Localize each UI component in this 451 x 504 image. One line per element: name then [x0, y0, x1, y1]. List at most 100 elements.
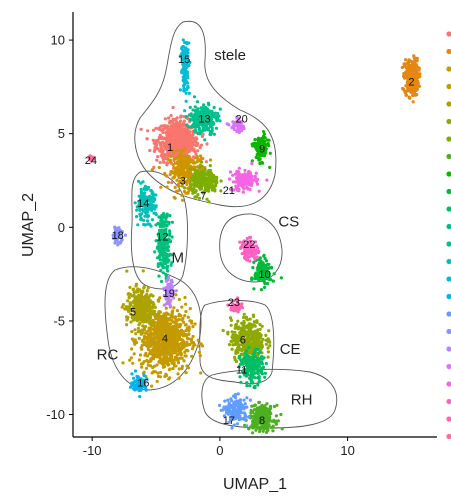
point: [179, 167, 183, 171]
point: [248, 384, 252, 388]
point: [272, 404, 276, 409]
point: [173, 333, 177, 337]
point: [184, 309, 188, 314]
point: [146, 214, 151, 218]
point: [215, 175, 219, 179]
point: [265, 430, 269, 434]
point: [145, 354, 150, 358]
point: [135, 299, 139, 303]
point: [412, 56, 416, 60]
point: [237, 325, 241, 329]
point: [193, 119, 197, 124]
point: [173, 185, 177, 189]
cluster-points-11: [237, 345, 268, 390]
point: [178, 119, 183, 123]
point: [171, 171, 175, 175]
point: [415, 76, 420, 80]
point: [170, 136, 175, 140]
point: [175, 148, 179, 152]
point: [256, 356, 260, 361]
point: [186, 190, 190, 194]
point: [176, 129, 180, 133]
point: [226, 398, 230, 402]
point: [234, 359, 239, 364]
cluster-points-15: [178, 38, 192, 113]
point: [211, 123, 215, 127]
point: [187, 159, 191, 163]
point: [172, 306, 176, 310]
point: [241, 347, 245, 351]
point: [168, 367, 172, 371]
point: [139, 216, 143, 220]
point: [150, 168, 154, 172]
point: [412, 70, 416, 75]
point: [231, 173, 235, 177]
point: [203, 138, 207, 142]
point: [231, 343, 235, 347]
point: [232, 404, 236, 408]
point: [183, 342, 187, 346]
point: [191, 174, 195, 178]
point: [151, 138, 155, 142]
point: [147, 299, 151, 303]
point: [265, 281, 270, 286]
point: [250, 325, 254, 329]
point: [206, 109, 210, 113]
point: [164, 137, 168, 141]
point: [238, 354, 242, 358]
point: [244, 316, 248, 320]
point: [166, 151, 170, 155]
point: [206, 101, 210, 105]
point: [131, 300, 135, 304]
point: [173, 129, 177, 133]
point: [171, 361, 175, 365]
point: [153, 370, 157, 374]
point: [218, 119, 222, 123]
point: [184, 191, 188, 195]
point: [169, 345, 173, 349]
point: [170, 139, 174, 143]
point: [147, 337, 151, 341]
point: [113, 241, 117, 245]
point: [257, 261, 261, 265]
point: [211, 184, 215, 188]
point: [121, 361, 125, 365]
point: [158, 354, 162, 358]
point: [223, 399, 227, 403]
point: [158, 370, 163, 375]
point: [257, 380, 261, 384]
point: [180, 305, 184, 309]
point: [160, 322, 164, 326]
point: [229, 318, 233, 322]
point: [156, 262, 160, 266]
point: [157, 135, 161, 139]
point: [242, 416, 246, 420]
point: [182, 115, 186, 119]
point: [162, 160, 166, 164]
point: [202, 170, 206, 174]
point: [181, 38, 185, 42]
point: [141, 269, 145, 273]
point: [159, 128, 163, 132]
point: [162, 365, 167, 369]
point: [250, 371, 254, 375]
point: [158, 310, 162, 314]
point: [180, 156, 184, 161]
point: [193, 171, 197, 175]
point: [235, 128, 239, 132]
point: [239, 380, 243, 384]
point: [178, 149, 182, 153]
point: [192, 115, 196, 119]
point: [190, 337, 194, 341]
point: [191, 108, 195, 112]
point: [173, 336, 177, 340]
point: [149, 336, 153, 340]
point: [187, 91, 191, 95]
point: [157, 324, 161, 328]
point: [158, 254, 162, 258]
point: [167, 362, 171, 367]
point: [158, 335, 162, 339]
point: [251, 410, 255, 414]
point: [252, 351, 256, 355]
point: [258, 327, 262, 331]
